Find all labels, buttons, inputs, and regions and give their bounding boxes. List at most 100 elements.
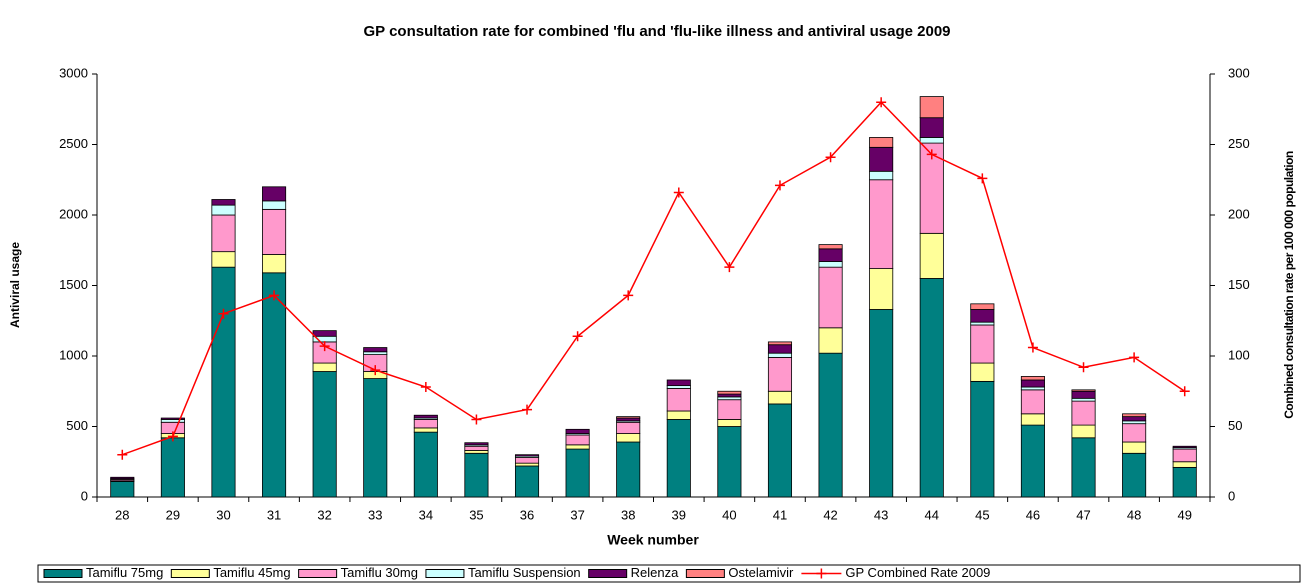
- y-tick-label: 1500: [59, 277, 88, 292]
- line-marker: [218, 308, 229, 319]
- y2-tick-label: 150: [1228, 277, 1250, 292]
- bar-segment: [767, 341, 793, 346]
- bar-segment: [970, 324, 995, 364]
- bar-segment: [565, 444, 590, 450]
- bar-segment: [919, 137, 944, 144]
- bar-segment: [1122, 452, 1147, 498]
- x-tick-label: 33: [368, 507, 382, 522]
- bar-segment: [818, 248, 843, 262]
- y-tick-label: 2500: [59, 136, 88, 151]
- bar-segment: [1020, 389, 1045, 415]
- bar-segment: [312, 362, 337, 372]
- x-tick-label: 41: [773, 507, 787, 522]
- bar-segment: [767, 344, 793, 354]
- bar-segment: [464, 445, 489, 451]
- bar-segment: [211, 251, 236, 268]
- bar-segment: [262, 254, 287, 274]
- bar-segment: [514, 465, 540, 498]
- bar-segment: [1122, 420, 1147, 425]
- legend-swatch: [685, 569, 725, 578]
- bar-segment: [616, 416, 641, 419]
- line: [122, 101, 1186, 456]
- line-marker: [269, 290, 280, 301]
- x-axis-label: Week number: [607, 532, 699, 548]
- bar-segment: [869, 170, 894, 181]
- x-tick-label: 44: [925, 507, 939, 522]
- line-marker: [370, 365, 381, 376]
- bar-segment: [767, 352, 793, 358]
- legend-swatch: [170, 569, 210, 578]
- x-tick-label: 34: [419, 507, 433, 522]
- bar-segment: [970, 321, 995, 326]
- x-tick-label: 47: [1076, 507, 1090, 522]
- legend-swatch: [588, 569, 628, 578]
- bar-segment: [211, 266, 236, 498]
- legend-label: GP Combined Rate 2009: [845, 565, 990, 580]
- line-marker: [623, 290, 634, 301]
- line-marker: [167, 431, 178, 442]
- bar-segment: [869, 268, 894, 310]
- bar-segment: [1172, 461, 1197, 468]
- bar-segment: [565, 434, 590, 446]
- bar-segment: [818, 266, 843, 329]
- x-tick-label: 37: [570, 507, 584, 522]
- bar-segment: [110, 476, 135, 480]
- legend-label: Ostelamivir: [728, 565, 794, 580]
- x-tick-label: 29: [166, 507, 180, 522]
- bar-segment: [767, 390, 793, 405]
- bar-segment: [666, 379, 691, 387]
- bar-segment: [312, 330, 337, 337]
- bar-segment: [1122, 413, 1147, 418]
- legend-label: Tamiflu Suspension: [468, 565, 581, 580]
- x-tick-label: 45: [975, 507, 989, 522]
- bar-segment: [1122, 441, 1147, 454]
- bar-segment: [919, 278, 944, 498]
- x-tick-label: 28: [115, 507, 129, 522]
- line-marker: [471, 414, 482, 425]
- y2-tick-label: 0: [1228, 488, 1235, 503]
- line-marker: [117, 449, 128, 460]
- bar-segment: [717, 396, 742, 401]
- legend-label: Tamiflu 30mg: [341, 565, 418, 580]
- bar-segment: [666, 385, 691, 389]
- bar-segment: [818, 261, 843, 268]
- bar-segment: [1020, 413, 1045, 426]
- bar-segment: [717, 426, 742, 498]
- bar-segment: [565, 448, 590, 498]
- bar-segment: [262, 200, 287, 210]
- bar-segment: [1071, 390, 1096, 399]
- bar-segment: [970, 309, 995, 323]
- bar-segment: [160, 419, 185, 423]
- y-tick-label: 3000: [59, 65, 88, 80]
- bar-segment: [919, 117, 944, 138]
- x-tick-label: 35: [469, 507, 483, 522]
- bar-segment: [1071, 400, 1096, 426]
- x-tick-label: 36: [520, 507, 534, 522]
- line-marker: [1179, 386, 1190, 397]
- line-marker: [1129, 352, 1140, 363]
- bar-segment: [262, 186, 287, 202]
- bar-segment: [413, 431, 438, 498]
- legend-label: Tamiflu 75mg: [86, 565, 163, 580]
- bar-segment: [1020, 424, 1045, 498]
- y2-axis-label: Combined consultation rate per 100 000 p…: [1282, 151, 1296, 419]
- bar-segment: [666, 419, 691, 498]
- y2-tick-label: 250: [1228, 136, 1250, 151]
- x-tick-label: 49: [1177, 507, 1191, 522]
- bar-segment: [1071, 389, 1096, 392]
- line-marker: [420, 382, 431, 393]
- bar-segment: [869, 179, 894, 269]
- bar-segment: [1122, 423, 1147, 443]
- bar-segment: [211, 214, 236, 253]
- bar-segment: [919, 232, 944, 279]
- bar-segment: [869, 137, 894, 148]
- x-tick-label: 48: [1127, 507, 1141, 522]
- bar-segment: [666, 388, 691, 412]
- line-marker: [926, 149, 937, 160]
- bar-segment: [616, 417, 641, 422]
- bar-segment: [1020, 379, 1045, 388]
- bar-segment: [413, 414, 438, 419]
- bar-segment: [464, 452, 489, 498]
- bar-segment: [767, 403, 793, 498]
- line-marker: [572, 331, 583, 342]
